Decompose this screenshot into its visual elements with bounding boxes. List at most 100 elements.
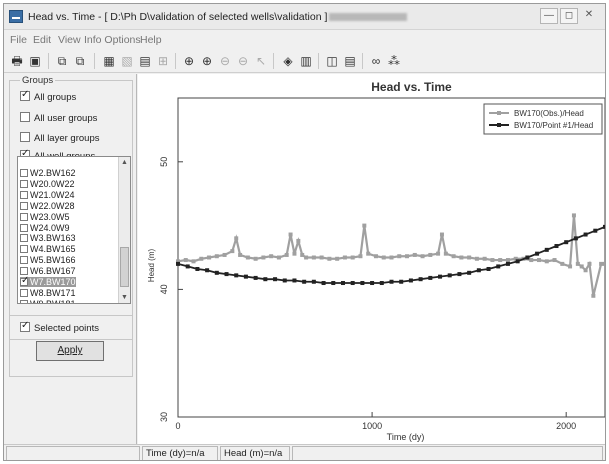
checkbox-icon[interactable] — [20, 212, 28, 221]
well-list-item[interactable]: W22.0W28 — [20, 201, 75, 211]
chart-alt-icon[interactable]: ▧ — [121, 54, 133, 68]
series-point — [591, 293, 596, 298]
checkbox-icon[interactable] — [20, 201, 28, 210]
series-point — [263, 277, 268, 282]
series-point — [587, 261, 592, 266]
all-groups-checkbox[interactable]: All groups — [20, 89, 76, 103]
well-list-item[interactable]: W9.BW181 — [20, 299, 76, 303]
layers-icon[interactable]: ◈ — [283, 54, 293, 68]
paste-icon[interactable]: ⧉ — [75, 54, 85, 68]
table-icon[interactable]: ⊞ — [157, 54, 169, 68]
panel-left-icon[interactable]: ◫ — [326, 54, 338, 68]
checkbox-icon[interactable] — [20, 169, 28, 177]
close-button[interactable]: ✕ — [584, 9, 594, 20]
apply-button[interactable]: Apply — [36, 341, 104, 361]
well-list-item[interactable]: W7.BW170 — [20, 276, 76, 287]
series-point — [575, 261, 580, 266]
checkbox-checked-icon[interactable] — [20, 320, 30, 332]
series-point — [327, 256, 332, 261]
copy-icon[interactable]: ⧉ — [57, 54, 67, 68]
series-point — [583, 232, 588, 237]
legend-label: BW170/Point #1/Head — [514, 121, 593, 130]
well-list-item[interactable]: W3.BW163 — [20, 233, 76, 243]
menu-info-options[interactable]: Info Options — [84, 34, 141, 46]
menu-view[interactable]: View — [58, 34, 81, 46]
status-time: Time (dy)=n/a — [142, 446, 218, 460]
series-point — [238, 252, 243, 257]
checkbox-checked-icon[interactable] — [20, 89, 30, 101]
menu-edit[interactable]: Edit — [33, 34, 52, 46]
scroll-up-icon[interactable]: ▲ — [121, 159, 128, 166]
well-label: W4.BW165 — [30, 244, 76, 255]
series-point — [214, 254, 219, 259]
well-list-item[interactable]: W2.BW162 — [20, 168, 76, 178]
all-user-groups-checkbox[interactable]: All user groups — [20, 112, 97, 124]
status-cell-empty — [6, 446, 140, 460]
well-list-item[interactable]: W23.0W5 — [20, 212, 70, 222]
zoom-out-icon[interactable]: ⊖ — [219, 54, 231, 68]
series-point — [397, 254, 402, 259]
checkbox-unchecked-icon[interactable] — [20, 132, 30, 142]
checkbox-icon[interactable] — [20, 234, 28, 243]
grid-icon[interactable]: ▥ — [300, 54, 312, 68]
checkbox-icon[interactable] — [20, 256, 28, 265]
scroll-thumb[interactable] — [120, 247, 129, 287]
chart-edit-icon[interactable]: ▤ — [139, 54, 151, 68]
well-list-item[interactable]: W8.BW171 — [20, 288, 76, 298]
well-list-item[interactable]: W4.BW165 — [20, 244, 76, 254]
print-icon[interactable]: 🖶 — [11, 54, 23, 68]
checkbox-icon[interactable] — [20, 276, 29, 286]
zoom-in-icon[interactable]: ⊕ — [183, 54, 195, 68]
series-point — [311, 255, 316, 260]
series-point — [185, 264, 190, 269]
well-list-item[interactable]: W21.0W24 — [20, 190, 75, 200]
well-label: W21.0W24 — [30, 189, 75, 200]
app-logo-icon — [9, 10, 23, 23]
minimize-button[interactable]: — — [540, 8, 558, 24]
panel-right-icon[interactable]: ▤ — [344, 54, 356, 68]
well-label: W23.0W5 — [30, 211, 70, 222]
checkbox-icon[interactable] — [20, 299, 28, 303]
series-point — [222, 252, 227, 257]
series-point — [176, 259, 180, 264]
window-title: Head vs. Time - [ D:\Ph D\validation of … — [28, 11, 409, 23]
checkbox-icon[interactable] — [20, 190, 28, 199]
groups-panel: Groups All groups All user groups All la… — [4, 74, 137, 444]
scroll-down-icon[interactable]: ▼ — [121, 294, 128, 301]
list-scrollbar[interactable]: ▲ ▼ — [118, 157, 130, 303]
zoom-all-icon[interactable]: ⊕ — [201, 54, 213, 68]
maximize-button[interactable]: ◻ — [560, 8, 578, 24]
series-point — [195, 266, 200, 271]
chart-icon[interactable]: ▦ — [103, 54, 115, 68]
series-point — [282, 278, 287, 283]
series-point — [273, 277, 278, 282]
all-layer-groups-checkbox[interactable]: All layer groups — [20, 132, 99, 144]
menu-file[interactable]: File — [10, 34, 27, 46]
series-point — [342, 255, 347, 260]
well-list-item[interactable]: W24.0W9 — [20, 223, 70, 233]
checkbox-icon[interactable] — [20, 288, 28, 297]
well-list-item[interactable]: W20.0W22 — [20, 179, 75, 189]
well-group-list[interactable]: W2.BW162 W20.0W22 W21.0W24 W22.0W28 W23.0W5 W… — [17, 156, 131, 304]
series-point — [373, 254, 378, 259]
series-point — [276, 255, 281, 260]
series-point — [408, 278, 413, 283]
checkbox-icon[interactable] — [20, 245, 28, 254]
series-point — [230, 249, 235, 254]
series-point — [300, 252, 305, 257]
zoom-prev-icon[interactable]: ⊖ — [237, 54, 249, 68]
save-icon[interactable]: ▣ — [29, 54, 41, 68]
pointer-icon[interactable]: ↖ — [255, 54, 267, 68]
binoculars-icon[interactable]: ∞ — [371, 54, 381, 68]
menu-help[interactable]: Help — [140, 34, 162, 46]
checkbox-icon[interactable] — [20, 179, 28, 188]
well-list-item[interactable]: W5.BW166 — [20, 255, 76, 265]
toolbar-divider — [273, 53, 274, 69]
checkbox-icon[interactable] — [20, 223, 28, 232]
title-bar: Head vs. Time - [ D:\Ph D\validation of … — [4, 4, 605, 30]
network-icon[interactable]: ⁂ — [388, 54, 400, 68]
selected-points-checkbox[interactable]: Selected points — [20, 320, 99, 334]
checkbox-unchecked-icon[interactable] — [20, 112, 30, 122]
redacted-text — [329, 13, 408, 22]
checkbox-icon[interactable] — [20, 267, 28, 276]
